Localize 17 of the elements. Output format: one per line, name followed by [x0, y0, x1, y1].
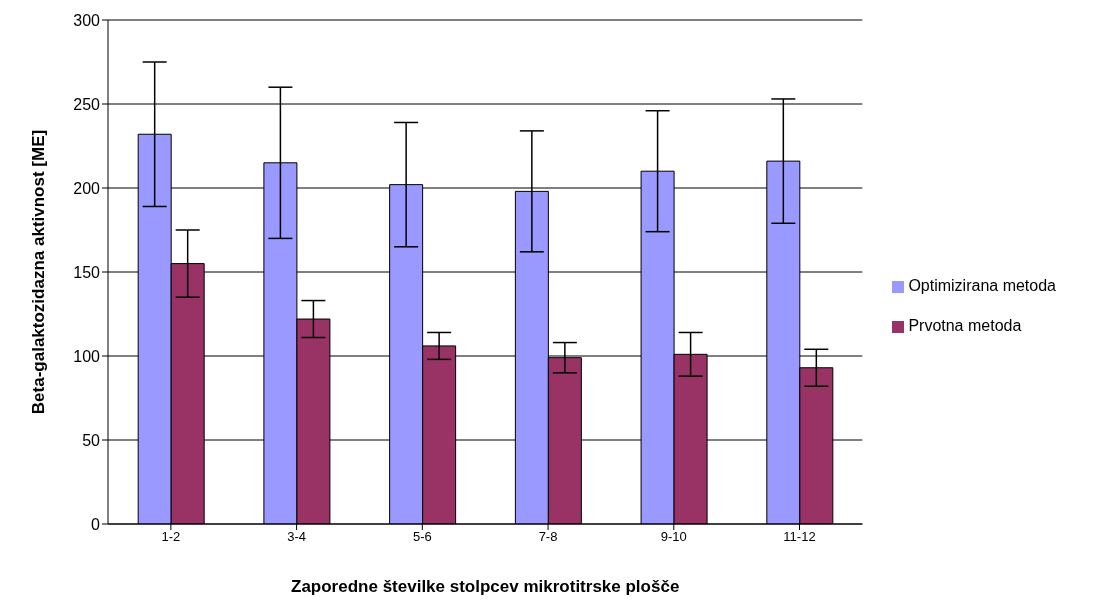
x-tick-label: 7-8: [538, 529, 558, 545]
x-axis-title: Zaporedne številke stolpcev mikrotitrske plošče: [291, 577, 680, 596]
x-tick-label: 5-6: [412, 529, 432, 545]
y-tick-label: 300: [73, 11, 101, 29]
y-tick-label: 200: [73, 179, 101, 197]
x-tick-label: 9-10: [660, 529, 687, 545]
y-axis-title: Beta-galaktozidazna aktivnost [ME]: [29, 129, 49, 415]
y-tick-label: 50: [82, 431, 101, 449]
y-tick-label: 250: [73, 95, 101, 113]
y-tick-label: 150: [73, 263, 101, 281]
legend-label: Prvotna metoda: [908, 317, 1022, 334]
x-tick-label: 11-12: [783, 529, 816, 545]
x-tick-label: 3-4: [287, 529, 306, 545]
y-tick-label: 0: [91, 515, 101, 533]
y-tick-label: 100: [73, 347, 101, 365]
legend-label: Optimizirana metoda: [908, 277, 1056, 294]
x-tick-label: 1-2: [161, 529, 181, 545]
